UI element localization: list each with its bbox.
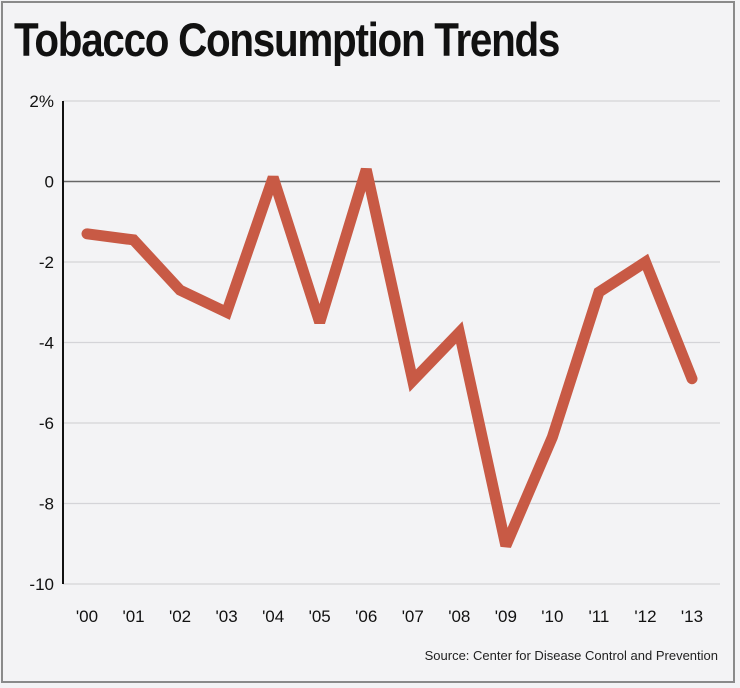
x-tick-label: '12 <box>634 607 656 626</box>
y-tick-label: -4 <box>39 334 54 353</box>
x-tick-label: '03 <box>216 607 238 626</box>
x-tick-label: '04 <box>262 607 284 626</box>
series-line <box>81 167 698 548</box>
y-tick-label: 0 <box>45 173 54 192</box>
x-tick-label: '02 <box>169 607 191 626</box>
x-tick-label: '08 <box>448 607 470 626</box>
x-tick-label: '11 <box>588 607 609 626</box>
x-tick-label: '13 <box>681 607 703 626</box>
y-tick-label: -8 <box>39 495 54 514</box>
y-tick-label: -2 <box>39 253 54 272</box>
x-tick-label: '10 <box>541 607 563 626</box>
chart-title: Tobacco Consumption Trends <box>14 13 560 66</box>
source-note: Source: Center for Disease Control and P… <box>424 648 718 663</box>
y-tick-label: -10 <box>29 575 54 594</box>
x-tick-label: '09 <box>495 607 517 626</box>
x-tick-label: '00 <box>76 607 98 626</box>
y-tick-label: -6 <box>39 414 54 433</box>
x-tick-label: '06 <box>355 607 377 626</box>
x-tick-label: '01 <box>122 607 144 626</box>
y-tick-label: 2% <box>29 92 54 111</box>
x-tick-label: '07 <box>402 607 424 626</box>
x-tick-label: '05 <box>309 607 331 626</box>
